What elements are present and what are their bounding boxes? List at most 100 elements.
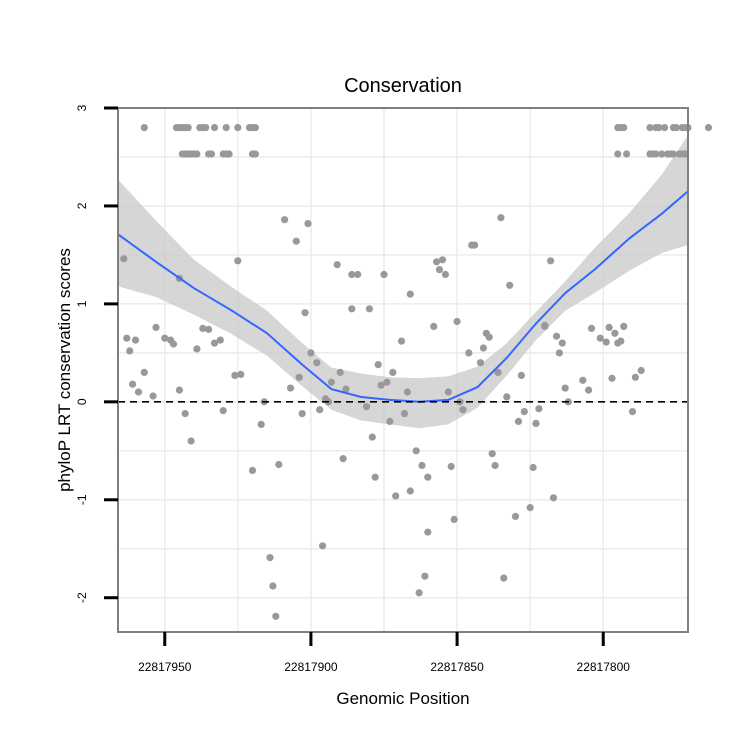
data-point <box>216 336 224 344</box>
data-point <box>368 433 376 441</box>
ribbon-layer <box>118 135 688 429</box>
data-point <box>549 494 558 502</box>
y-axis-label: phyloP LRT conservation scores <box>55 248 74 492</box>
data-point <box>602 338 610 346</box>
data-point <box>447 462 455 471</box>
data-point <box>225 150 233 158</box>
data-point <box>579 376 587 384</box>
data-point <box>529 463 537 472</box>
data-point <box>336 368 344 376</box>
data-point <box>491 461 499 470</box>
data-point <box>169 340 178 348</box>
data-point <box>532 419 540 427</box>
data-point <box>193 345 201 353</box>
data-point <box>552 332 561 340</box>
chart-title: Conservation <box>344 75 462 97</box>
data-point <box>655 124 663 132</box>
data-point <box>380 270 388 279</box>
data-point <box>421 572 429 580</box>
data-point <box>193 150 201 158</box>
data-point <box>120 255 128 263</box>
x-axis-label: Genomic Position <box>336 689 469 708</box>
data-point <box>123 334 131 342</box>
y-tick-label: 3 <box>75 104 89 111</box>
data-point <box>319 542 327 550</box>
data-point <box>292 237 300 245</box>
data-point <box>631 373 640 381</box>
data-point <box>316 406 324 414</box>
data-point <box>596 334 604 342</box>
y-tick-label: 1 <box>75 300 89 307</box>
data-point <box>497 214 505 222</box>
data-point <box>459 406 467 414</box>
data-point <box>441 270 449 279</box>
data-point <box>307 349 315 357</box>
data-point <box>430 322 438 330</box>
data-point <box>535 405 543 413</box>
data-point <box>298 410 306 418</box>
data-point <box>377 381 385 389</box>
data-point <box>275 460 283 469</box>
data-point <box>199 324 207 332</box>
data-point <box>400 410 409 418</box>
data-point <box>444 388 452 396</box>
data-point <box>453 317 461 326</box>
data-point <box>415 589 423 597</box>
data-point <box>558 339 566 347</box>
data-point <box>149 392 157 400</box>
data-point <box>479 344 487 352</box>
data-point <box>488 450 496 458</box>
data-point <box>327 378 335 386</box>
data-point <box>637 366 645 375</box>
data-point <box>181 410 189 418</box>
data-point <box>269 582 277 590</box>
data-point <box>494 368 502 376</box>
data-point <box>555 349 564 357</box>
data-point <box>652 150 660 158</box>
data-point <box>587 324 596 332</box>
data-point <box>248 466 257 474</box>
data-point <box>333 261 341 269</box>
data-point <box>374 361 382 369</box>
data-point <box>134 388 143 396</box>
data-point <box>266 554 274 562</box>
x-tick-label: 22817850 <box>430 660 484 674</box>
data-point <box>389 368 397 376</box>
data-point <box>658 150 666 158</box>
data-point <box>406 487 414 495</box>
data-point <box>476 359 485 367</box>
data-point <box>435 266 444 274</box>
data-point <box>520 408 528 416</box>
data-point <box>681 124 689 132</box>
data-point <box>301 309 309 317</box>
data-point <box>362 403 371 411</box>
data-point <box>514 417 523 425</box>
data-point <box>392 492 400 500</box>
data-point <box>257 420 265 428</box>
data-point <box>605 323 613 331</box>
data-point <box>251 150 259 158</box>
data-point <box>561 384 569 392</box>
x-axis-ticks: 22817950 22817900 22817850 22817800 <box>138 632 630 674</box>
data-point <box>205 325 213 333</box>
data-point <box>348 305 356 313</box>
y-tick-label: -2 <box>75 592 89 603</box>
data-point <box>348 270 356 279</box>
data-point <box>704 124 713 132</box>
data-point <box>403 388 411 396</box>
data-point <box>614 150 622 158</box>
data-point <box>187 437 195 445</box>
data-point <box>313 359 321 367</box>
data-point <box>485 333 493 341</box>
x-tick-label: 22817800 <box>577 660 631 674</box>
data-point <box>152 323 160 331</box>
data-point <box>295 373 303 381</box>
data-point <box>406 290 414 298</box>
data-point <box>131 336 140 344</box>
data-point <box>184 124 192 132</box>
data-point <box>672 124 680 132</box>
data-point <box>611 329 619 337</box>
data-point <box>620 322 628 330</box>
panel-border <box>117 107 689 633</box>
